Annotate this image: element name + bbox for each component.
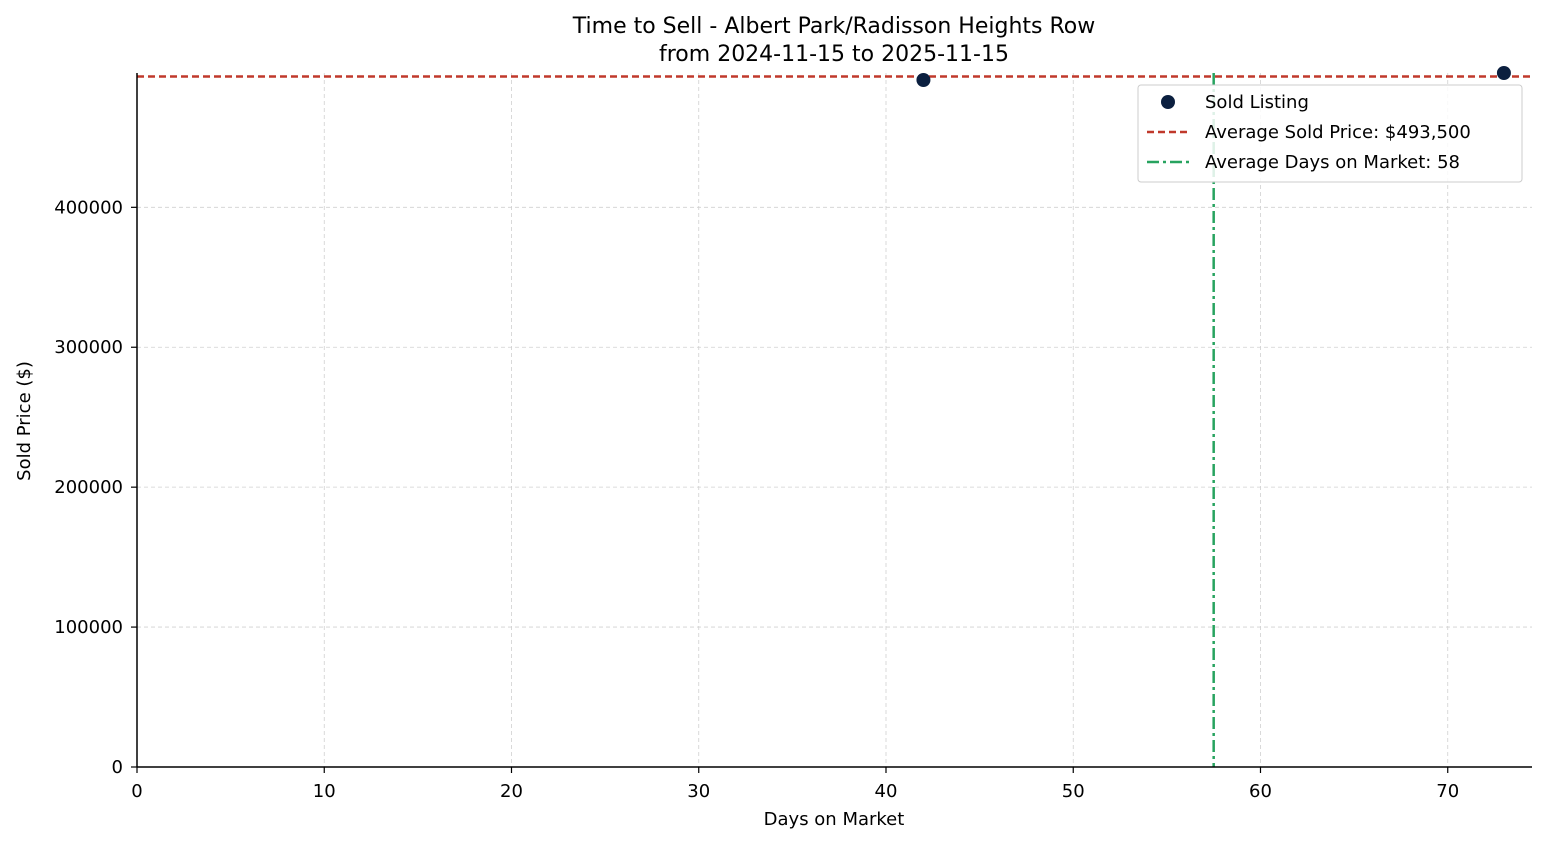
x-tick-label: 30 <box>687 781 710 802</box>
y-tick-label: 100000 <box>54 617 123 638</box>
grid-lines <box>137 73 1532 767</box>
legend-label-average-price: Average Sold Price: $493,500 <box>1205 122 1471 143</box>
x-tick-label: 0 <box>131 781 142 802</box>
tick-labels: 0 10 20 30 40 50 60 70 0 100000 200000 300000 400000 <box>54 197 1459 802</box>
data-point <box>1496 66 1511 80</box>
y-tick-label: 400000 <box>54 197 123 218</box>
legend-label-sold-listing: Sold Listing <box>1205 92 1309 113</box>
x-tick-label: 50 <box>1062 781 1085 802</box>
legend: Sold Listing Average Sold Price: $493,50… <box>1137 84 1523 183</box>
x-tick-label: 40 <box>875 781 898 802</box>
x-tick-label: 60 <box>1249 781 1272 802</box>
legend-marker-sold-listing <box>1161 95 1175 109</box>
chart-subtitle: from 2024-11-15 to 2025-11-15 <box>659 42 1009 67</box>
data-points <box>916 66 1511 87</box>
x-tick-label: 10 <box>313 781 336 802</box>
y-tick-label: 0 <box>112 757 123 778</box>
x-tick-label: 20 <box>500 781 523 802</box>
x-axis-label: Days on Market <box>764 809 905 830</box>
y-axis-label: Sold Price ($) <box>14 361 35 481</box>
legend-label-average-days: Average Days on Market: 58 <box>1205 152 1460 173</box>
y-tick-label: 300000 <box>54 337 123 358</box>
x-tick-label: 70 <box>1436 781 1459 802</box>
axes <box>136 73 1532 768</box>
reference-lines <box>137 73 1532 767</box>
chart-title: Time to Sell - Albert Park/Radisson Heig… <box>572 14 1095 39</box>
y-tick-label: 200000 <box>54 477 123 498</box>
data-point <box>916 72 931 87</box>
legend-box <box>1137 84 1523 183</box>
